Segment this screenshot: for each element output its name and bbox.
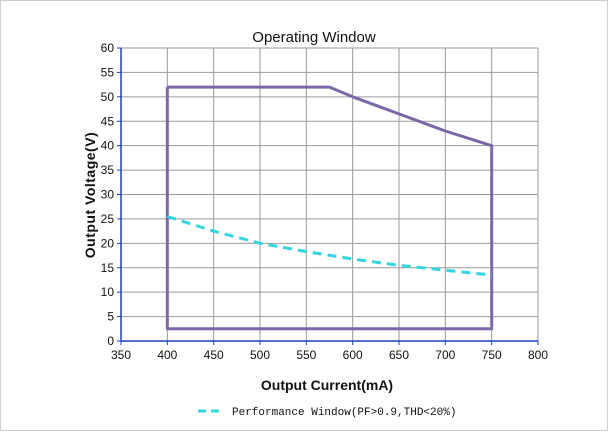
x-tick-label: 500 bbox=[250, 348, 270, 362]
legend: Performance Window(PF>0.9,THD<20%) bbox=[198, 407, 456, 419]
y-axis-label: Output Voltage(V) bbox=[82, 132, 98, 258]
x-axis-label: Output Current(mA) bbox=[261, 377, 393, 393]
x-tick-label: 550 bbox=[296, 348, 316, 362]
y-tick-label: 15 bbox=[101, 261, 115, 275]
axes bbox=[117, 47, 539, 345]
chart-title: Operating Window bbox=[252, 29, 376, 46]
y-tick-label: 35 bbox=[101, 163, 115, 177]
tick-labels: 0 5 10 15 20 25 30 35 40 45 50 55 60 350 400 450 500 550 6… bbox=[101, 41, 549, 362]
x-tick-label: 400 bbox=[157, 348, 177, 362]
series bbox=[165, 85, 494, 331]
y-tick-label: 45 bbox=[101, 114, 115, 128]
y-tick-label: 40 bbox=[101, 139, 115, 153]
x-tick-label: 350 bbox=[111, 348, 131, 362]
y-tick-label: 50 bbox=[101, 90, 115, 104]
grid bbox=[120, 47, 539, 342]
y-tick-label: 60 bbox=[101, 41, 115, 55]
series-performance-window bbox=[166, 215, 492, 277]
y-tick-label: 55 bbox=[101, 65, 115, 79]
x-tick-label: 450 bbox=[204, 348, 224, 362]
x-tick-label: 650 bbox=[389, 348, 409, 362]
y-tick-label: 20 bbox=[101, 236, 115, 250]
y-tick-label: 25 bbox=[101, 212, 115, 226]
legend-label-performance: Performance Window(PF>0.9,THD<20%) bbox=[232, 407, 456, 419]
y-tick-label: 10 bbox=[101, 285, 115, 299]
x-tick-label: 600 bbox=[343, 348, 363, 362]
y-tick-label: 5 bbox=[107, 310, 114, 324]
x-tick-label: 800 bbox=[528, 348, 548, 362]
y-tick-label: 30 bbox=[101, 188, 115, 202]
x-tick-label: 700 bbox=[435, 348, 455, 362]
y-tick-label: 0 bbox=[107, 334, 114, 348]
series-operating-window bbox=[165, 85, 494, 331]
x-tick-label: 750 bbox=[482, 348, 502, 362]
